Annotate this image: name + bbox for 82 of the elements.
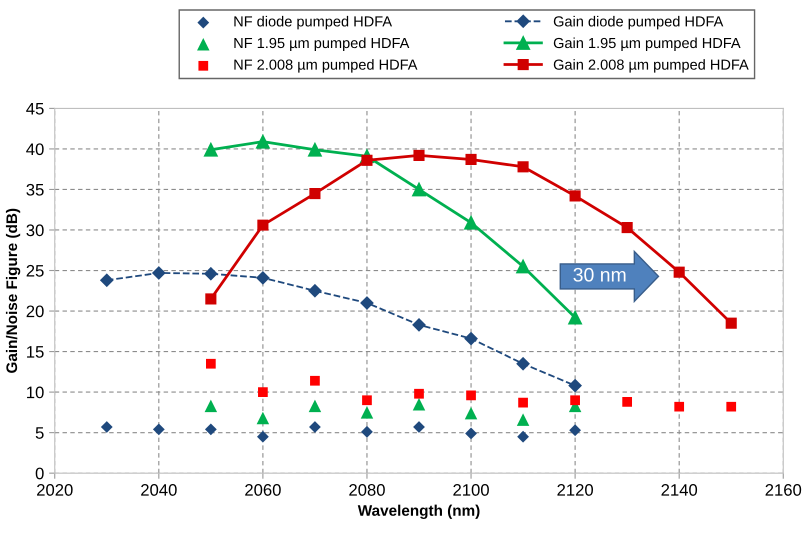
x-tick-label: 2160 (766, 484, 802, 496)
y-axis-title: Gain/Noise Figure (dB) (6, 208, 20, 373)
point (726, 402, 736, 412)
point (152, 424, 165, 436)
point (256, 134, 270, 149)
point (465, 154, 477, 166)
y-tick-label: 40 (26, 143, 44, 156)
x-tick-label: 2020 (37, 484, 73, 496)
point (465, 428, 477, 440)
y-tick-label: 25 (26, 264, 44, 277)
point (413, 150, 425, 161)
x-tick-label: 2060 (245, 484, 281, 496)
point (308, 142, 322, 157)
point (516, 413, 530, 426)
y-tick-label: 15 (27, 346, 44, 358)
point (412, 318, 426, 332)
y-tick-label: 20 (26, 305, 44, 318)
point (518, 161, 529, 172)
point (204, 424, 217, 436)
point (570, 190, 581, 202)
point (360, 406, 374, 419)
point (206, 358, 216, 369)
point (674, 402, 684, 412)
y-tick-label: 5 (36, 427, 44, 439)
point (726, 318, 737, 329)
point (674, 266, 685, 278)
point (516, 260, 530, 274)
point (205, 293, 216, 304)
legend-label: NF diode pumped HDFA (234, 16, 392, 30)
y-tick-label: 35 (26, 184, 44, 196)
point (309, 188, 320, 200)
point (308, 284, 322, 298)
point (100, 274, 114, 287)
legend-label: NF 2.008 µm pumped HDFA (234, 59, 418, 73)
point (308, 400, 322, 412)
point (412, 182, 426, 196)
point (622, 396, 632, 407)
point (257, 220, 268, 231)
point (362, 395, 372, 406)
x-tick-label: 2080 (349, 484, 385, 496)
point (100, 421, 113, 433)
point (518, 398, 528, 408)
point (568, 310, 582, 324)
point (517, 430, 529, 443)
point (622, 222, 633, 234)
point (204, 400, 218, 412)
point (361, 426, 373, 438)
x-tick-label: 2100 (453, 484, 489, 496)
y-tick-label: 0 (36, 468, 44, 480)
point (310, 376, 320, 386)
x-tick-label: 2040 (141, 484, 177, 496)
point (360, 296, 374, 310)
point (258, 387, 268, 397)
x-tick-label: 2120 (557, 484, 594, 496)
point (414, 388, 424, 399)
point (464, 406, 478, 420)
y-tick-label: 30 (26, 224, 44, 236)
point (464, 216, 478, 230)
point (256, 412, 270, 424)
point (257, 430, 269, 443)
y-tick-label: 10 (27, 386, 44, 398)
point (412, 398, 426, 411)
point (152, 266, 166, 280)
point (570, 395, 580, 406)
point (464, 332, 478, 346)
x-axis-title: Wavelength (nm) (358, 504, 480, 519)
point (256, 271, 270, 284)
point (569, 424, 582, 436)
x-tick-label: 2140 (661, 484, 698, 496)
point (204, 267, 218, 280)
point (309, 421, 321, 433)
y-tick-label: 45 (26, 102, 44, 115)
legend-label: Gain diode pumped HDFA (554, 16, 724, 30)
legend-label: Gain 2.008 µm pumped HDFA (554, 59, 749, 73)
point (204, 142, 218, 157)
point (568, 379, 582, 392)
legend-label: Gain 1.95 µm pumped HDFA (554, 37, 741, 52)
point (413, 421, 425, 433)
point (466, 390, 476, 400)
point (516, 357, 530, 370)
annotation: 30 nm (573, 268, 626, 282)
legend-label: NF 1.95 µm pumped HDFA (234, 37, 410, 52)
